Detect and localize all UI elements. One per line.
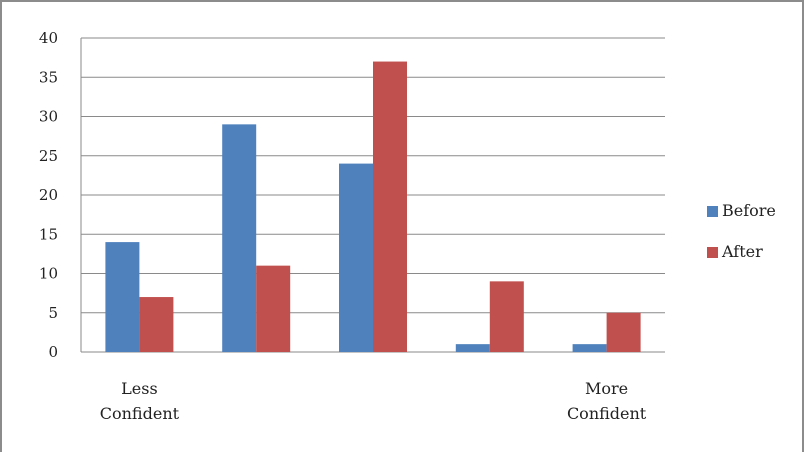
y-tick-label: 20 (39, 186, 58, 204)
bar-after (139, 297, 174, 352)
y-tick-label: 0 (48, 343, 58, 361)
y-tick-label: 15 (39, 225, 58, 243)
y-tick-label: 30 (39, 108, 58, 126)
bar-after (373, 61, 407, 353)
x-tick-label: Less (121, 379, 158, 398)
bar-after (489, 281, 524, 352)
legend-swatch (707, 206, 718, 217)
y-tick-label: 10 (39, 265, 58, 283)
bar-before (455, 344, 490, 352)
y-tick-label: 25 (39, 147, 58, 165)
legend-entry: Before (722, 201, 776, 220)
bar-before (572, 344, 607, 352)
legend-entry: After (721, 242, 763, 261)
bar-after (606, 312, 641, 352)
y-tick-label: 35 (39, 68, 58, 86)
x-tick-label: Confident (100, 404, 180, 423)
legend-swatch (707, 247, 718, 258)
bar-before (339, 163, 373, 352)
bar-before (105, 242, 140, 352)
x-tick-label: More (585, 379, 628, 398)
y-tick-label: 5 (48, 304, 58, 322)
bar-after (256, 265, 291, 352)
y-tick-label: 40 (39, 29, 58, 47)
bar-before (222, 124, 257, 352)
x-tick-label: Confident (567, 404, 647, 423)
